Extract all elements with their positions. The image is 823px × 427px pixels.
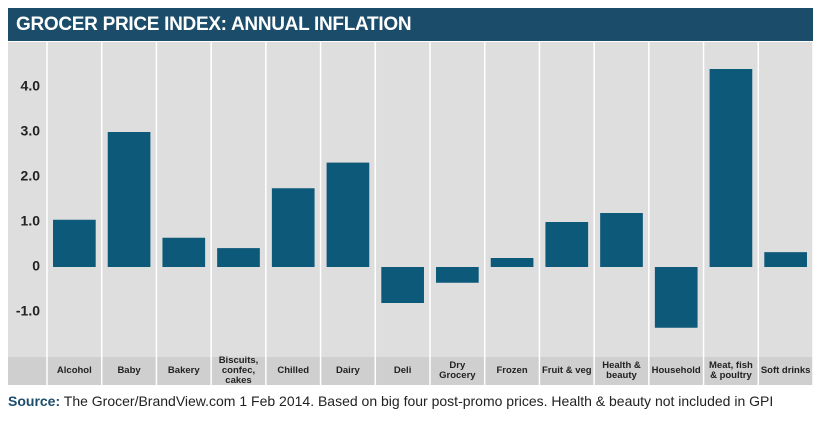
source-text: The Grocer/BrandView.com 1 Feb 2014. Bas… (63, 393, 774, 409)
source: Source: The Grocer/BrandView.com 1 Feb 2… (8, 393, 773, 409)
y-tick-label: 0 (32, 258, 40, 274)
x-tick-label: Dairy (336, 365, 360, 376)
y-tick-label: 2.0 (21, 168, 41, 184)
x-tick-label: Meat, fish & poultry (709, 360, 753, 381)
x-tick-label: Alcohol (56, 365, 92, 376)
bar (381, 267, 424, 303)
bar (326, 162, 370, 267)
bar (436, 267, 479, 283)
bar (162, 237, 206, 267)
category-strip (8, 357, 813, 385)
y-tick-label: 3.0 (21, 123, 41, 139)
x-tick-label: Dry Grocery (439, 360, 476, 381)
bar (709, 69, 753, 267)
x-tick-label: Baby (117, 365, 141, 376)
x-tick-label: Chilled (277, 365, 310, 376)
bar (654, 267, 698, 328)
bar (107, 132, 151, 267)
x-tick-label: Household (651, 365, 701, 376)
bar (53, 219, 96, 267)
bar (545, 222, 589, 267)
bar (490, 258, 534, 267)
bar (600, 213, 643, 267)
x-tick-label: Deli (393, 365, 412, 376)
chart-title: GROCER PRICE INDEX: ANNUAL INFLATION (8, 8, 813, 41)
y-tick-label: 1.0 (21, 213, 41, 229)
bar (217, 248, 260, 267)
x-tick-label: Fruit & veg (541, 365, 592, 376)
bar (764, 252, 807, 267)
y-tick-label: 4.0 (21, 78, 41, 94)
x-tick-label: Soft drinks (760, 365, 811, 376)
x-tick-label: Health & beauty (602, 360, 641, 381)
x-tick-label: Bakery (167, 365, 200, 376)
bar (271, 188, 315, 267)
y-tick-label: -1.0 (16, 303, 40, 319)
x-tick-label: Biscuits, confec, cakes (218, 355, 259, 386)
source-label: Source: (8, 393, 61, 409)
x-tick-label: Frozen (496, 365, 528, 376)
